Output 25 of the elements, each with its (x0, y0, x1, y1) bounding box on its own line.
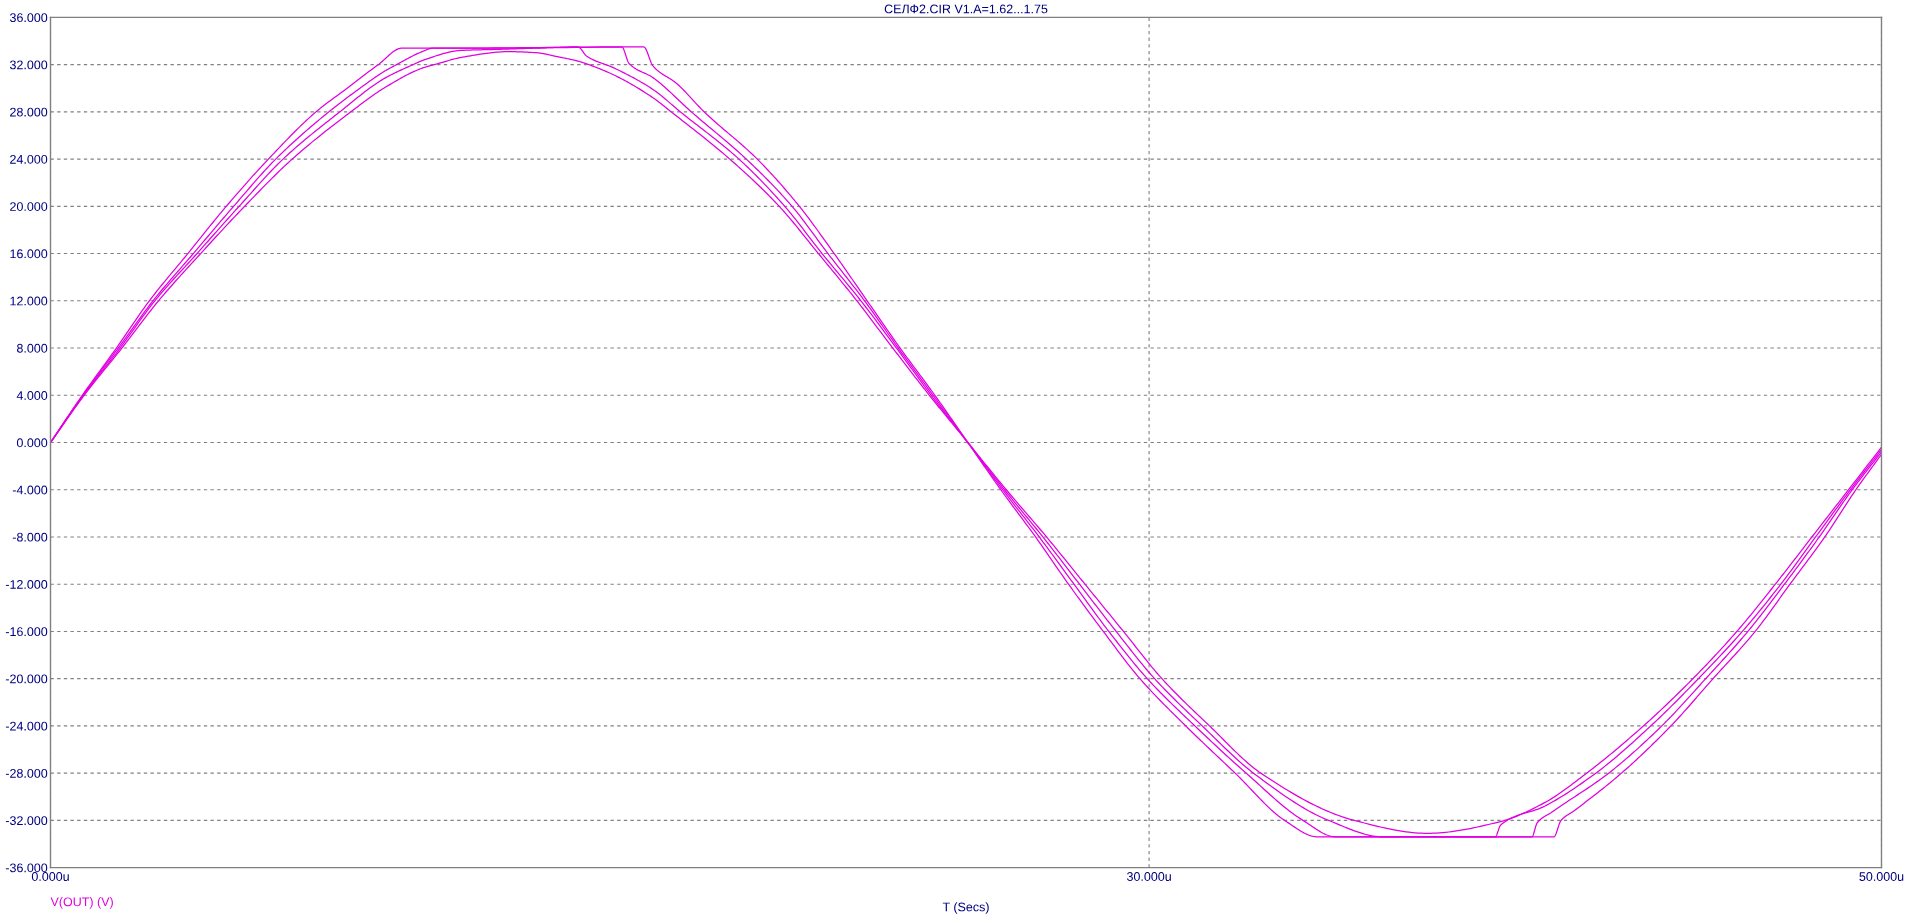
x-tick-label: 0.000u (31, 872, 69, 881)
y-tick-label: 16.000 (10, 249, 48, 259)
y-tick-label: 0.000 (16, 438, 48, 448)
y-tick-label: 4.000 (16, 391, 48, 400)
y-tick-label: -24.000 (5, 721, 48, 731)
y-tick-label: 20.000 (10, 202, 48, 211)
y-tick-label: 32.000 (9, 60, 48, 70)
y-tick-label: -16.000 (5, 627, 48, 637)
y-tick-label: 12.000 (10, 296, 48, 306)
y-tick-label: 28.000 (10, 107, 48, 117)
x-tick-label: 30.000u (1126, 872, 1171, 881)
text: V(OUT) (V) (50, 897, 113, 909)
chart-title: СЕЛФ2.CIR V1.A=1.62...1.75 (884, 4, 1048, 14)
y-tick-label: -12.000 (5, 580, 48, 589)
y-tick-label: 24.000 (10, 154, 48, 164)
y-tick-label: -32.000 (5, 816, 48, 826)
y-tick-label: -28.000 (5, 768, 48, 778)
y-tick-label: 8.000 (16, 343, 48, 353)
x-tick-label: 50.000u (1859, 872, 1904, 881)
y-tick-label: -20.000 (5, 674, 48, 684)
y-tick-label: -8.000 (12, 532, 48, 542)
y-tick-label: -4.000 (12, 485, 48, 495)
y-tick-label: 36.000 (9, 13, 48, 23)
x-axis-title: T (Secs) (942, 902, 989, 914)
y-tick-label: -36.000 (5, 863, 48, 873)
